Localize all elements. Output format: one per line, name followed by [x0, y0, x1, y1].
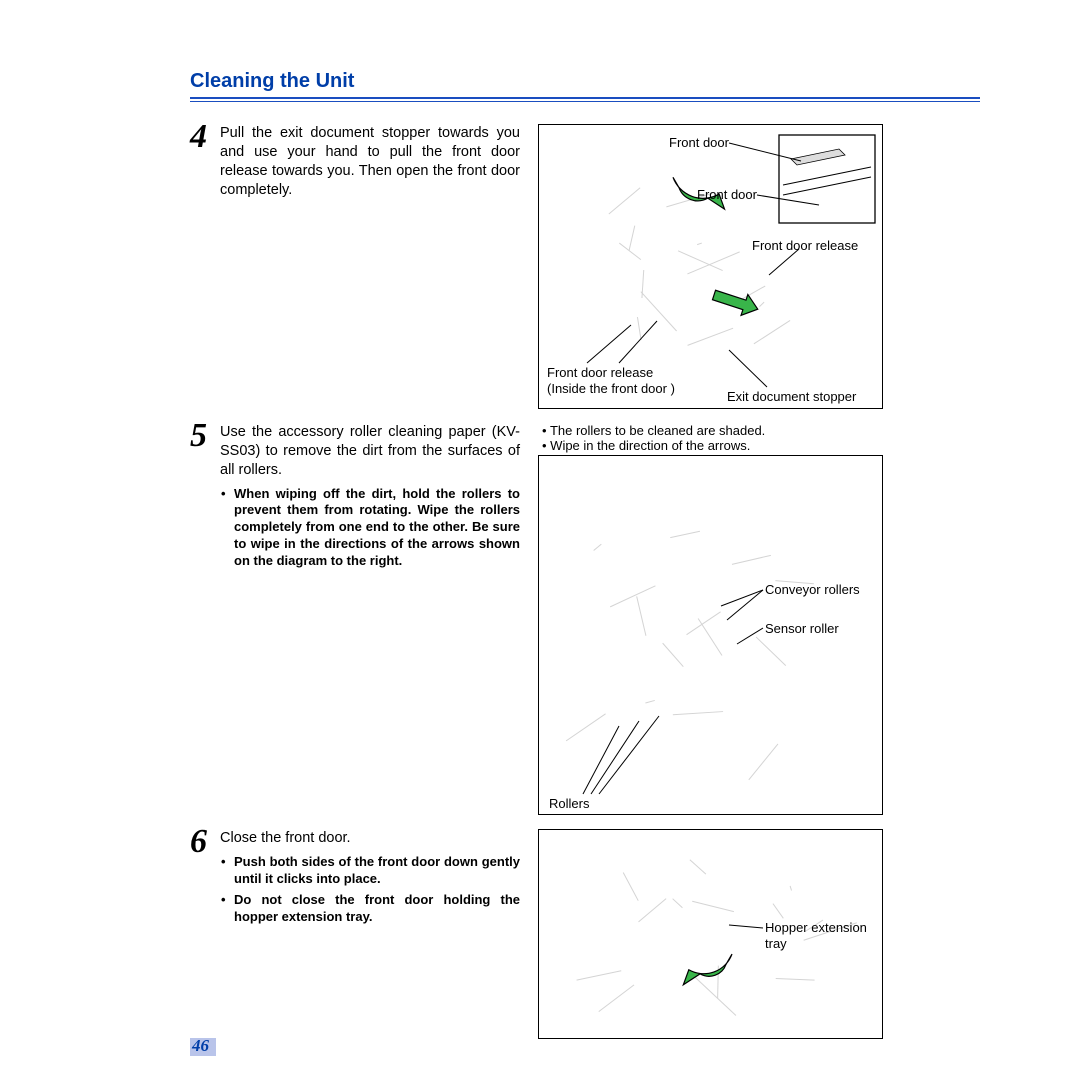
figure-notes: The rollers to be cleaned are shaded.Wip…	[542, 423, 883, 453]
step-text-column: Pull the exit document stopper towards y…	[220, 124, 520, 205]
steps-list: 4Pull the exit document stopper towards …	[190, 124, 980, 1039]
step-number: 4	[190, 118, 214, 156]
step-text: Use the accessory roller cleaning paper …	[220, 423, 520, 480]
figure-label: Front door release	[752, 238, 858, 254]
step: 6Close the front door.Push both sides of…	[190, 829, 980, 1039]
figure-box: Conveyor rollers Sensor roller Rollers	[538, 455, 883, 815]
step-text: Close the front door.	[220, 829, 520, 848]
figure-column: Hopper extension tray	[538, 829, 883, 1039]
figure-label: Front door	[669, 135, 729, 151]
figure-label: Exit document stopper	[727, 389, 856, 405]
figure-label: Front door release (Inside the front doo…	[547, 365, 675, 398]
figure-label: Front door	[697, 187, 757, 203]
section-heading: Cleaning the Unit	[190, 70, 980, 93]
figure-note: Wipe in the direction of the arrows.	[542, 438, 883, 453]
step-bullet: When wiping off the dirt, hold the rolle…	[234, 486, 520, 570]
step-bullet: Do not close the front door holding the …	[234, 892, 520, 926]
step-text-column: Use the accessory roller cleaning paper …	[220, 423, 520, 574]
step-bullets: Push both sides of the front door down g…	[220, 854, 520, 926]
step-bullet: Push both sides of the front door down g…	[234, 854, 520, 888]
figure-column: Front door Front door Front door release Fr…	[538, 124, 883, 409]
step-number: 5	[190, 417, 214, 455]
figure-note: The rollers to be cleaned are shaded.	[542, 423, 883, 438]
step-text-column: Close the front door. Push both sides of …	[220, 829, 520, 929]
figure-box: Hopper extension tray	[538, 829, 883, 1039]
figure-label: Sensor roller	[765, 621, 839, 637]
figure-column: The rollers to be cleaned are shaded.Wip…	[538, 423, 883, 815]
step: 5Use the accessory roller cleaning paper…	[190, 423, 980, 815]
step-number: 6	[190, 823, 214, 861]
figure-label: Conveyor rollers	[765, 582, 860, 598]
step-text: Pull the exit document stopper towards y…	[220, 124, 520, 199]
figure-label: Rollers	[549, 796, 589, 812]
figure-box: Front door Front door Front door release Fr…	[538, 124, 883, 409]
figure-label: Hopper extension tray	[765, 920, 867, 953]
heading-rule	[190, 97, 980, 102]
step: 4Pull the exit document stopper towards …	[190, 124, 980, 409]
page-number: 46	[192, 1036, 209, 1056]
step-bullets: When wiping off the dirt, hold the rolle…	[220, 486, 520, 570]
